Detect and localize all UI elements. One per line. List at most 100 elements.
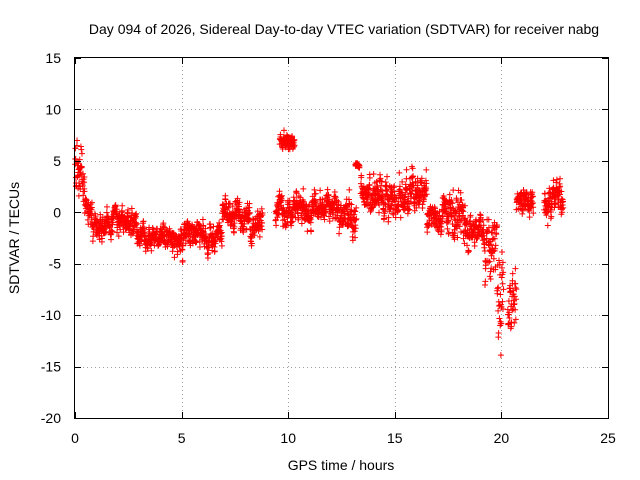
data-point — [366, 174, 373, 181]
data-point — [499, 280, 506, 287]
data-point — [384, 173, 391, 180]
data-point — [553, 179, 560, 186]
data-point — [336, 224, 343, 231]
data-point — [495, 307, 502, 314]
data-point — [387, 206, 394, 213]
data-point — [115, 233, 122, 240]
data-point — [499, 248, 506, 255]
y-tick-label: -5 — [49, 256, 62, 272]
data-point — [160, 223, 167, 230]
data-point — [211, 248, 218, 255]
data-point — [460, 208, 467, 215]
data-point — [457, 189, 464, 196]
data-point — [378, 182, 385, 189]
data-point — [276, 188, 283, 195]
data-point — [81, 173, 88, 180]
data-point — [248, 240, 255, 247]
data-point — [352, 208, 359, 215]
data-point — [529, 193, 536, 200]
y-axis: 15 10 5 0 -5 -10 -15 -20 — [41, 50, 608, 426]
data-point — [109, 228, 116, 235]
data-point — [385, 197, 392, 204]
data-point — [74, 137, 81, 144]
data-point — [205, 250, 212, 257]
data-point — [81, 179, 88, 186]
data-point — [346, 186, 353, 193]
data-point — [446, 191, 453, 198]
data-point — [358, 172, 365, 179]
data-point — [236, 199, 243, 206]
data-point — [291, 137, 298, 144]
data-point — [467, 212, 474, 219]
data-point — [494, 222, 501, 229]
data-point — [259, 219, 266, 226]
data-point — [464, 242, 471, 249]
data-point — [482, 278, 489, 285]
data-point — [493, 231, 500, 238]
data-point — [457, 228, 464, 235]
data-point — [423, 180, 430, 187]
data-point — [403, 166, 410, 173]
data-point — [199, 216, 206, 223]
data-point — [291, 142, 298, 149]
data-point — [461, 202, 468, 209]
data-point — [248, 235, 255, 242]
data-point — [529, 200, 536, 207]
data-point — [370, 171, 377, 178]
data-point — [418, 175, 425, 182]
x-tick-label: 25 — [600, 430, 616, 446]
data-point — [353, 215, 360, 222]
data-point — [408, 174, 415, 181]
data-point — [391, 183, 398, 190]
data-point — [345, 196, 352, 203]
data-point — [212, 240, 219, 247]
data-point — [351, 228, 358, 235]
data-point — [406, 206, 413, 213]
data-point — [76, 180, 83, 187]
data-point — [454, 234, 461, 241]
data-point — [460, 235, 467, 242]
data-point — [298, 220, 305, 227]
data-point — [485, 259, 492, 266]
data-point — [278, 192, 285, 199]
data-point — [397, 214, 404, 221]
data-point — [112, 202, 119, 209]
data-point — [142, 230, 149, 237]
data-point — [138, 238, 145, 245]
data-point — [88, 199, 95, 206]
y-tick-label: 15 — [45, 50, 61, 66]
data-point — [543, 212, 550, 219]
data-point — [258, 205, 265, 212]
data-point — [317, 214, 324, 221]
data-point — [364, 196, 371, 203]
y-tick-label: 10 — [45, 101, 61, 117]
data-point — [420, 196, 427, 203]
data-point — [108, 236, 115, 243]
data-point — [558, 195, 565, 202]
data-point — [488, 241, 495, 248]
data-point — [342, 215, 349, 222]
data-point — [450, 187, 457, 194]
data-point — [458, 197, 465, 204]
data-point — [498, 320, 505, 327]
data-point — [136, 242, 143, 249]
data-point — [552, 200, 559, 207]
data-point — [117, 226, 124, 233]
data-point — [290, 194, 297, 201]
data-point — [496, 261, 503, 268]
data-point — [325, 213, 332, 220]
x-axis: 0 5 10 15 20 25 — [71, 58, 616, 446]
data-point — [218, 242, 225, 249]
data-point — [78, 164, 85, 171]
plot-frame — [74, 57, 609, 419]
data-point — [295, 214, 302, 221]
data-point — [438, 228, 445, 235]
data-point — [511, 293, 518, 300]
data-point — [425, 223, 432, 230]
data-point — [520, 187, 527, 194]
data-point — [227, 222, 234, 229]
data-point — [373, 178, 380, 185]
data-point — [557, 183, 564, 190]
data-point — [97, 211, 104, 218]
